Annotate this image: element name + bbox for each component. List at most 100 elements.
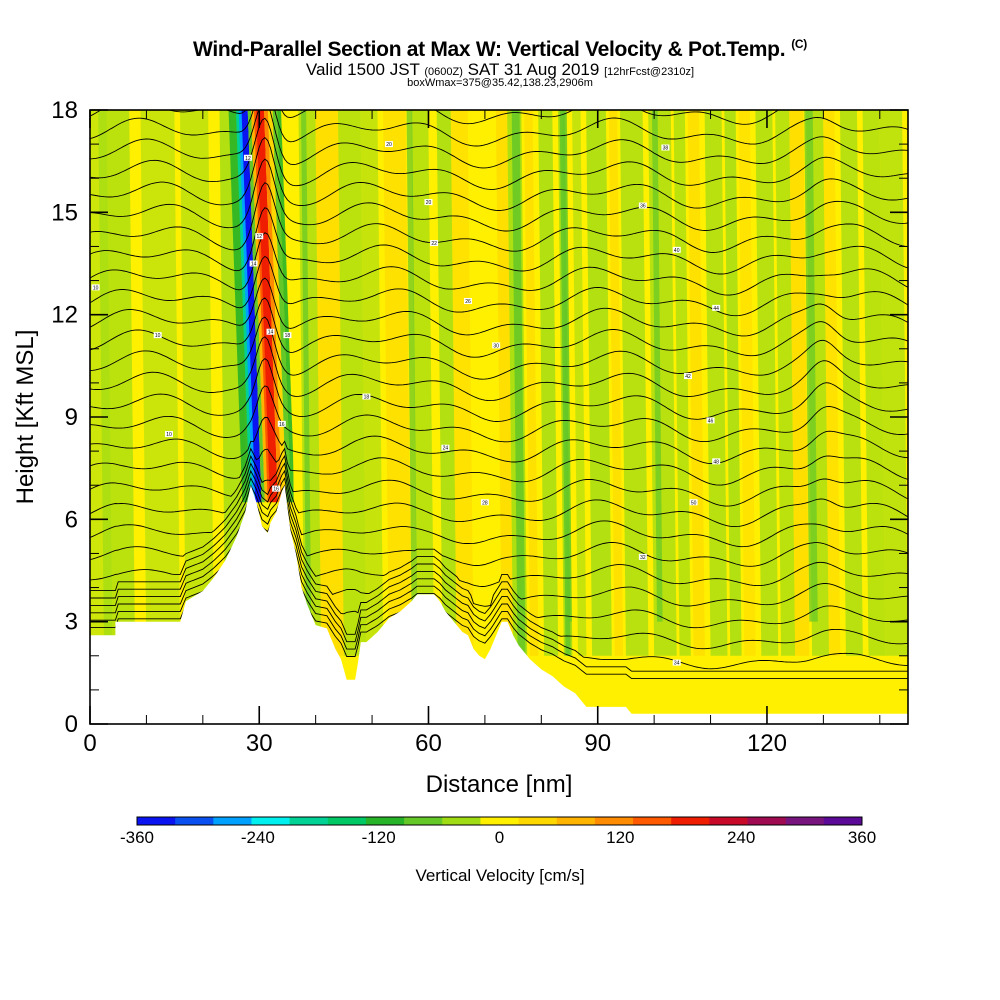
velocity-band xyxy=(862,110,886,656)
pot-temp-contour xyxy=(90,499,908,629)
pot-temp-contour xyxy=(90,110,908,125)
pot-temp-contour xyxy=(90,232,908,296)
velocity-band xyxy=(411,110,435,656)
contour-label-text: 28 xyxy=(482,500,488,506)
velocity-band xyxy=(562,110,572,622)
contour-label-bg xyxy=(492,342,501,349)
velocity-band xyxy=(572,110,587,656)
colorbar-swatch xyxy=(785,817,825,825)
contour-label-text: 20 xyxy=(426,200,432,206)
colorbar: -360 -240 -120 0 120 240 360 xyxy=(120,816,876,847)
colorbar-swatch xyxy=(289,817,329,825)
pot-temp-contour xyxy=(90,207,908,275)
contour-label-text: 16 xyxy=(273,487,279,493)
contour-label: 20 xyxy=(424,199,433,206)
box-info-text: boxWmax=375@35.42,138.23,2906m xyxy=(407,77,593,89)
pot-temp-contour xyxy=(90,136,908,211)
pot-temp-contour xyxy=(90,182,908,253)
colorbar-swatch xyxy=(709,817,749,825)
velocity-band xyxy=(337,110,367,656)
pot-temp-contour xyxy=(90,454,908,507)
colorbar-tick-label: -120 xyxy=(362,828,396,847)
colorbar-swatch xyxy=(594,817,634,825)
contour-label: 38 xyxy=(661,144,670,152)
contour-label-bg xyxy=(91,284,100,291)
pot-temp-contour xyxy=(90,255,908,317)
colorbar-swatch xyxy=(480,817,520,825)
y-tick-label: 12 xyxy=(51,302,78,329)
pot-temp-contour xyxy=(90,316,908,380)
colorbar-swatch xyxy=(823,817,863,825)
velocity-band xyxy=(724,110,742,656)
velocity-band xyxy=(383,110,412,656)
contour-label-text: 10 xyxy=(166,432,172,438)
copyright-mark: (C) xyxy=(791,37,807,51)
pot-temp-contour xyxy=(90,277,908,337)
contour-label-text: 18 xyxy=(285,333,291,339)
contour-label-text: 10 xyxy=(93,285,99,291)
contour-label-text: 24 xyxy=(443,446,449,452)
pot-temp-contour xyxy=(90,110,908,169)
velocity-band xyxy=(256,110,278,503)
colorbar-swatch xyxy=(175,817,214,825)
contour-label-text: 50 xyxy=(691,500,697,506)
contour-label-text: 48 xyxy=(713,459,719,465)
velocity-band xyxy=(179,110,215,656)
velocity-band xyxy=(538,110,559,656)
contour-label-bg xyxy=(249,260,258,267)
colorbar-swatch xyxy=(327,817,367,825)
contour-label-text: 20 xyxy=(386,142,392,148)
contour-label: 48 xyxy=(712,458,721,465)
contour-label: 16 xyxy=(277,420,286,428)
contour-label-bg xyxy=(672,246,681,253)
contour-label: 46 xyxy=(706,417,715,424)
colorbar-swatch xyxy=(251,817,291,825)
contour-label-text: 16 xyxy=(279,422,285,428)
contour-label: 44 xyxy=(712,304,721,312)
pot-temp-contour xyxy=(90,491,908,607)
pot-temp-contour xyxy=(90,447,908,486)
contour-label-bg xyxy=(689,499,698,506)
pot-temp-contour xyxy=(90,469,908,548)
contour-label-text: 12 xyxy=(256,234,262,240)
x-tick-label: 120 xyxy=(747,730,787,757)
x-tick-label: 60 xyxy=(415,730,442,757)
contour-label-text: 22 xyxy=(431,241,437,247)
contour-label-bg xyxy=(441,444,450,451)
velocity-band xyxy=(608,110,624,656)
colorbar-swatch xyxy=(671,817,710,825)
velocity-band xyxy=(495,110,514,656)
velocity-band xyxy=(247,110,265,503)
contour-label-text: 10 xyxy=(155,333,161,339)
contour-label-text: 32 xyxy=(640,555,646,561)
contour-label-bg xyxy=(243,154,252,161)
colorbar-swatch xyxy=(442,817,481,825)
pot-temp-contour xyxy=(90,336,908,402)
valid-time-text: Valid 1500 JST xyxy=(305,60,420,79)
colorbar-swatch xyxy=(404,817,443,825)
colorbar-swatch xyxy=(213,817,252,825)
contour-label-bg xyxy=(255,233,264,240)
contour-label-text: 30 xyxy=(493,343,499,349)
pot-temp-contour xyxy=(90,117,908,190)
contour-label: 10 xyxy=(91,284,100,291)
x-tick-label: 0 xyxy=(83,730,96,757)
pot-temp-contour xyxy=(90,416,908,465)
contour-label-text: 44 xyxy=(713,306,719,312)
colorbar-tick-label: 360 xyxy=(848,828,876,847)
contour-label-text: 46 xyxy=(708,418,714,424)
contour-label: 20 xyxy=(384,141,393,148)
contour-label: 30 xyxy=(492,342,501,349)
contour-labels: 10 10 10 12 12 14 14 16 16 18 18 20 20 22 24 26 28 30 32 34… xyxy=(91,141,721,667)
contour-label-bg xyxy=(672,659,681,666)
contour-label-bg xyxy=(283,332,292,339)
y-tick-label: 9 xyxy=(65,404,78,431)
velocity-band xyxy=(315,110,344,656)
contour-label-text: 38 xyxy=(663,146,669,152)
velocity-band xyxy=(511,110,526,656)
contour-label-text: 18 xyxy=(364,395,370,401)
contour-label: 18 xyxy=(362,393,371,401)
colorbar-swatch xyxy=(365,817,405,825)
contour-label-bg xyxy=(153,332,162,339)
chart-title: Wind-Parallel Section at Max W: Vertical… xyxy=(193,37,807,61)
